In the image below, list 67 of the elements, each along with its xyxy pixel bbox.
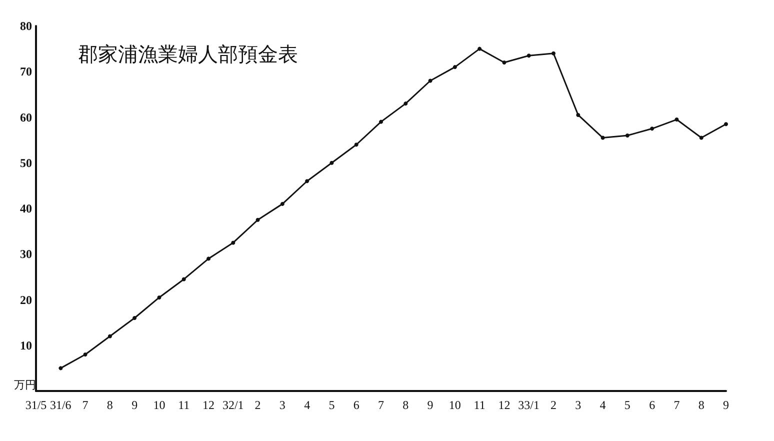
y-tick-label: 40 [20,202,32,216]
x-tick-label: 12 [498,398,510,412]
point [452,65,457,70]
x-tick-label: 6 [353,398,360,412]
point [330,160,334,165]
point [58,366,63,370]
point [502,60,506,64]
point [132,316,137,320]
point [379,120,383,124]
x-tick-label: 33/1 [518,398,540,412]
x-tick-label: 32/1 [222,398,244,412]
x-tick-label: 31/6 [50,398,72,412]
x-tick-label: 9 [427,398,434,412]
y-tick-label: 60 [20,110,32,124]
y-tick-label: 80 [20,19,32,33]
x-tick-label: 11 [474,398,486,412]
point [404,102,408,106]
point [478,46,482,51]
x-tick-label: 7 [378,398,384,412]
point [206,256,210,261]
text: 郡家浦漁業婦人部預金表 [78,44,298,66]
point [576,112,580,117]
x-tick-label: 8 [698,398,704,412]
x-tick-label: 9 [132,398,138,412]
y-axis-title: 万円 [14,380,36,392]
x-tick-label: 8 [402,398,409,412]
point [305,179,310,184]
x-tick-label: 11 [178,398,190,412]
y-tick-label: 30 [20,247,32,262]
point [157,295,162,300]
point [699,136,704,140]
x-tick-label: 10 [153,398,166,412]
x-tick-label: 8 [106,398,113,412]
x-tick-label: 4 [600,398,606,412]
point [600,136,605,140]
point [724,122,728,126]
x-tick-label: 5 [624,398,630,412]
point [650,126,654,131]
point [256,218,260,222]
point [83,352,88,356]
point [354,142,358,147]
point [552,51,556,56]
x-tick-label: 2 [254,398,261,412]
x-tick-label: 7 [674,398,680,412]
y-tick-label: 50 [20,156,32,170]
x-tick-label: 6 [649,398,656,412]
x-tick-label: 4 [304,398,310,412]
x-tick-label: 12 [202,398,214,412]
x-tick-label: 31/5 [25,398,47,412]
point [526,54,531,58]
point [108,334,112,338]
point [428,78,432,83]
x-tick-label: 5 [328,398,335,412]
x-tick-label: 2 [550,398,556,412]
y-tick-label: 20 [20,292,32,307]
x-tick-label: 10 [448,398,461,412]
point [280,202,284,206]
y-tick-label: 70 [20,64,32,79]
point [182,277,186,282]
point [674,118,679,122]
point [231,240,236,245]
x-tick-label: 3 [575,398,582,412]
x-tick-label: 3 [279,398,286,412]
y-tick-label: 10 [20,338,32,352]
x-tick-label: 7 [82,398,88,412]
x-tick-label: 9 [723,398,729,412]
point [625,134,630,138]
